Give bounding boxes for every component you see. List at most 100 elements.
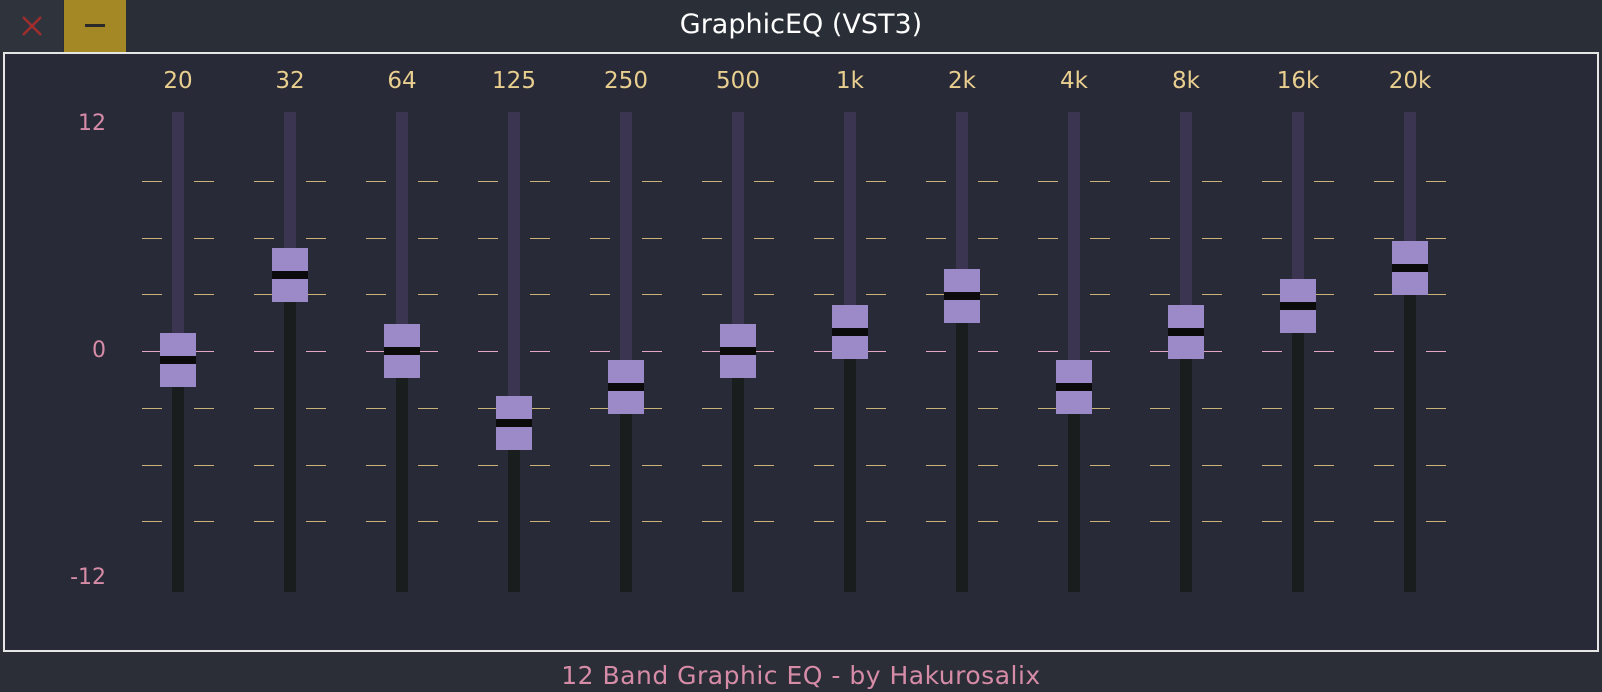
gridline-tick (142, 294, 162, 295)
slider-thumb[interactable] (496, 396, 532, 450)
slider-thumb-indicator (1056, 383, 1092, 391)
gridline-tick (366, 294, 386, 295)
gridline-tick (478, 408, 498, 409)
gridline-tick (254, 408, 274, 409)
gridline-tick (530, 521, 550, 522)
slider-track-fill (396, 351, 408, 592)
gridline-tick (194, 294, 214, 295)
band-frequency-label: 125 (492, 68, 536, 94)
slider-track-fill (1180, 332, 1192, 592)
slider-track[interactable] (508, 112, 520, 592)
zero-gridline-tick (1150, 351, 1170, 352)
gridline-tick (814, 465, 834, 466)
slider-track[interactable] (620, 112, 632, 592)
gridline-tick (530, 408, 550, 409)
zero-gridline-tick (978, 351, 998, 352)
eq-panel: 12 0 -12 20 32 64 125 250 500 1k 2k 4k 8k 16k 20k 12 B… (3, 52, 1599, 690)
zero-gridline-tick (1374, 351, 1394, 352)
gridline-tick (1038, 294, 1058, 295)
gridline-tick (478, 294, 498, 295)
gridline-tick (1090, 294, 1110, 295)
gridline-tick (978, 465, 998, 466)
slider-track[interactable] (1068, 112, 1080, 592)
gridline-tick (1150, 294, 1170, 295)
slider-thumb-indicator (272, 271, 308, 279)
zero-gridline-tick (926, 351, 946, 352)
gridline-tick (1150, 465, 1170, 466)
band-frequency-label: 2k (948, 68, 976, 94)
zero-gridline-tick (1426, 351, 1446, 352)
gridline-tick (978, 238, 998, 239)
gridline-tick (418, 465, 438, 466)
gridline-tick (418, 238, 438, 239)
slider-thumb-indicator (720, 347, 756, 355)
slider-thumb[interactable] (1056, 360, 1092, 414)
slider-track[interactable] (284, 112, 296, 592)
band-frequency-label: 8k (1172, 68, 1200, 94)
band-frequency-label: 16k (1276, 68, 1320, 94)
zero-gridline-tick (366, 351, 386, 352)
slider-thumb-indicator (1280, 302, 1316, 310)
slider-thumb[interactable] (272, 248, 308, 302)
gridline-tick (418, 181, 438, 182)
zero-gridline-tick (478, 351, 498, 352)
gridline-tick (1090, 408, 1110, 409)
gridline-tick (478, 521, 498, 522)
close-button[interactable] (0, 0, 63, 52)
close-icon (22, 16, 42, 36)
minimize-icon (85, 24, 105, 27)
gridline-tick (926, 181, 946, 182)
slider-track[interactable] (1404, 112, 1416, 592)
minimize-button[interactable] (64, 0, 126, 52)
slider-track-fill (284, 275, 296, 592)
slider-track[interactable] (1292, 112, 1304, 592)
gridline-tick (866, 521, 886, 522)
zero-gridline-tick (866, 351, 886, 352)
gridline-tick (1038, 238, 1058, 239)
gridline-tick (814, 181, 834, 182)
slider-thumb[interactable] (384, 324, 420, 378)
gridline-tick (478, 465, 498, 466)
gridline-tick (702, 408, 722, 409)
gridline-tick (814, 238, 834, 239)
gridline-tick (1202, 408, 1222, 409)
gridline-tick (418, 521, 438, 522)
gridline-tick (754, 521, 774, 522)
gridline-tick (978, 408, 998, 409)
slider-thumb[interactable] (832, 305, 868, 359)
slider-track[interactable] (956, 112, 968, 592)
gridline-tick (1202, 465, 1222, 466)
band-frequency-label: 500 (716, 68, 760, 94)
gridline-tick (702, 294, 722, 295)
gridline-tick (1374, 238, 1394, 239)
slider-thumb[interactable] (1168, 305, 1204, 359)
gridline-tick (590, 521, 610, 522)
slider-thumb[interactable] (608, 360, 644, 414)
gridline-tick (366, 238, 386, 239)
slider-thumb[interactable] (160, 333, 196, 387)
footer-credit: 12 Band Graphic EQ - by Hakurosalix (561, 661, 1041, 690)
slider-thumb[interactable] (1392, 241, 1428, 295)
gridline-tick (1314, 408, 1334, 409)
zero-gridline-tick (306, 351, 326, 352)
slider-thumb-indicator (832, 328, 868, 336)
gridline-tick (814, 521, 834, 522)
gridline-tick (978, 521, 998, 522)
gridline-tick (702, 465, 722, 466)
gridline-tick (590, 294, 610, 295)
gridline-tick (866, 181, 886, 182)
gridline-tick (1150, 181, 1170, 182)
gridline-tick (590, 465, 610, 466)
slider-thumb[interactable] (720, 324, 756, 378)
gridline-tick (1038, 521, 1058, 522)
gridline-tick (478, 181, 498, 182)
gridline-tick (1090, 521, 1110, 522)
slider-thumb[interactable] (944, 269, 980, 323)
zero-gridline-tick (194, 351, 214, 352)
gridline-tick (1262, 181, 1282, 182)
slider-thumb[interactable] (1280, 279, 1316, 333)
gridline-tick (1426, 408, 1446, 409)
gridline-tick (590, 408, 610, 409)
zero-gridline-tick (590, 351, 610, 352)
gridline-tick (926, 408, 946, 409)
